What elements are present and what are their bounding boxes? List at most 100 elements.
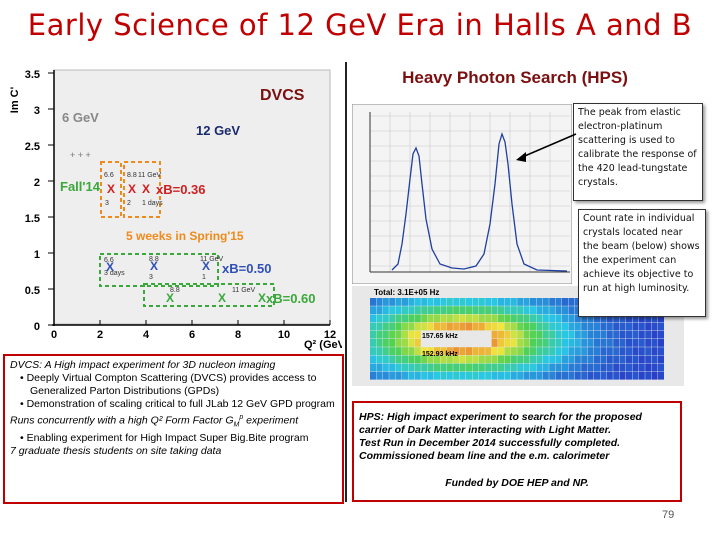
heatmap-cell [626,347,632,355]
heatmap-cell [478,322,485,331]
heatmap-cell [389,347,396,355]
heatmap-cell [587,371,594,380]
heatmap-cell [421,298,428,306]
heatmap-cell [594,371,600,380]
heatmap-cell [402,339,408,347]
heatmap-cell [536,363,543,372]
heatmap-cell [594,347,600,355]
heatmap-cell [651,371,658,380]
heatmap-cell [510,339,517,347]
heatmap-cell [408,347,415,355]
heatmap-cell [395,339,402,347]
heatmap-cell [408,355,415,364]
small-label: 8.8 [127,172,137,179]
heatmap-cell [542,371,549,380]
heatmap-cell [459,314,466,323]
dvcs-students: 7 graduate thesis students on site takin… [10,444,222,457]
heatmap-cell [523,355,530,364]
heatmap-cell [555,363,562,372]
heatmap-cell [581,355,588,364]
heatmap-cell [491,347,498,355]
heatmap-cell [395,322,402,331]
heatmap-cell [549,339,556,347]
heatmap-cell [459,355,466,364]
heatmap-cell [574,322,581,331]
heatmap-cell [408,322,415,331]
heatmap-cell [626,355,632,364]
heatmap-cell [542,314,549,323]
heatmap-cell [587,339,594,347]
heatmap-cell [408,371,415,380]
heatmap-cell [542,347,549,355]
heatmap-cell [446,347,453,355]
heatmap-cell [536,355,543,364]
heatmap-cell [626,339,632,347]
heatmap-cell [581,371,588,380]
heatmap-cell [510,322,517,331]
heatmap-cell [530,298,536,306]
heatmap-cell [485,355,492,364]
heatmap-cell [517,314,524,323]
heatmap-cell [498,371,504,380]
heatmap-cell [594,339,600,347]
heatmap-cell [478,306,485,314]
heatmap-cell [421,322,428,331]
data-point: X [218,291,226,305]
x-tick: 6 [189,329,195,341]
heatmap-cell [376,322,383,331]
heatmap-cell [619,314,626,323]
heatmap-cell [562,347,568,355]
heatmap-cell [645,363,652,372]
dvcs-bullet: • Demonstration of scaling critical to f… [20,398,335,410]
heatmap-cell [562,371,568,380]
heatmap-cell [472,363,479,372]
heatmap-cell [658,322,664,331]
heatmap-cell [382,298,389,306]
heatmap-cell [523,371,530,380]
heatmap-cell [446,371,453,380]
heatmap-cell [434,363,440,372]
heatmap-cell [568,298,575,306]
heatmap-cell [408,339,415,347]
heatmap-cell [466,322,472,331]
heatmap-cell [651,339,658,347]
heatmap-cell [466,306,472,314]
xb050-label: xB=0.50 [222,261,272,276]
heatmap-cell [517,347,524,355]
heatmap-cell [510,371,517,380]
heatmap-cell [658,363,664,372]
heatmap-cell [376,314,383,323]
heatmap-cell [574,355,581,364]
heatmap-cell [472,371,479,380]
heatmap-cell [619,355,626,364]
callout-elastic-peak: The peak from elastic electron-platinum … [573,103,703,201]
heatmap-cell [459,322,466,331]
xb036-label: xB=0.36 [156,182,206,197]
heatmap-cell [504,371,511,380]
heatmap-cell [414,322,421,331]
heatmap-cell [395,371,402,380]
heatmap-cell [446,306,453,314]
heatmap-cell [568,363,575,372]
heatmap-cell [446,314,453,323]
heatmap-cell [510,355,517,364]
heatmap-cell [491,330,498,339]
heatmap-cell [370,306,376,314]
heatmap-cell [472,298,479,306]
heatmap-cell [517,355,524,364]
dvcs-description-box: DVCS: A High impact experiment for 3D nu… [3,354,344,504]
heatmap-cell [632,347,639,355]
xb060-label: xB=0.60 [266,291,316,306]
heatmap-cell [536,339,543,347]
heatmap-cell [382,347,389,355]
hps-line: HPS: High impact experiment to search fo… [359,411,642,436]
heatmap-cell [523,322,530,331]
heatmap-cell [434,314,440,323]
heatmap-cell [651,347,658,355]
heatmap-cell [414,330,421,339]
heatmap-cell [568,355,575,364]
heatmap-cell [504,355,511,364]
hps-funding: Funded by DOE HEP and NP. [445,477,589,489]
heatmap-cell [427,371,434,380]
y-tick: 3 [34,105,40,117]
